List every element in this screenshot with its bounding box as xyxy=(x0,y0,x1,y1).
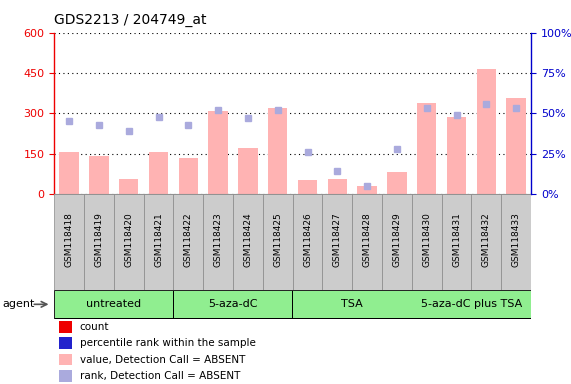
Text: 5-aza-dC plus TSA: 5-aza-dC plus TSA xyxy=(421,299,522,309)
Bar xyxy=(292,194,323,290)
Text: GSM118421: GSM118421 xyxy=(154,213,163,267)
Text: rank, Detection Call = ABSENT: rank, Detection Call = ABSENT xyxy=(79,371,240,381)
Bar xyxy=(472,194,501,290)
Bar xyxy=(59,152,79,194)
Text: count: count xyxy=(79,322,109,332)
Text: GSM118423: GSM118423 xyxy=(214,213,223,267)
Bar xyxy=(89,156,108,194)
Bar xyxy=(412,194,441,290)
Text: GSM118426: GSM118426 xyxy=(303,213,312,267)
Bar xyxy=(114,194,144,290)
Bar xyxy=(233,194,263,290)
Text: GSM118425: GSM118425 xyxy=(274,213,282,267)
Text: GSM118432: GSM118432 xyxy=(482,213,491,267)
Bar xyxy=(441,194,472,290)
Text: GSM118422: GSM118422 xyxy=(184,213,193,267)
Text: GSM118428: GSM118428 xyxy=(363,213,372,267)
Text: percentile rank within the sample: percentile rank within the sample xyxy=(79,338,255,348)
Text: GSM118427: GSM118427 xyxy=(333,213,342,267)
Bar xyxy=(59,370,73,382)
Bar xyxy=(208,111,228,194)
Bar xyxy=(263,194,292,290)
Bar xyxy=(506,98,526,194)
Bar xyxy=(293,291,412,318)
Text: GSM118431: GSM118431 xyxy=(452,213,461,267)
Bar xyxy=(298,180,317,194)
Text: GSM118424: GSM118424 xyxy=(243,213,252,267)
Bar xyxy=(179,158,198,194)
Text: TSA: TSA xyxy=(341,299,363,309)
Bar xyxy=(328,179,347,194)
Bar xyxy=(382,194,412,290)
Text: GDS2213 / 204749_at: GDS2213 / 204749_at xyxy=(54,13,207,27)
Bar xyxy=(447,118,466,194)
Bar xyxy=(387,172,407,194)
Bar xyxy=(238,148,258,194)
Text: value, Detection Call = ABSENT: value, Detection Call = ABSENT xyxy=(79,354,245,364)
Bar xyxy=(119,179,138,194)
Bar xyxy=(501,194,531,290)
Text: agent: agent xyxy=(3,299,35,310)
Bar xyxy=(477,69,496,194)
Bar xyxy=(54,194,84,290)
Bar xyxy=(144,194,174,290)
Bar xyxy=(357,186,377,194)
Bar xyxy=(412,291,530,318)
Bar xyxy=(417,103,436,194)
Text: GSM118418: GSM118418 xyxy=(65,213,74,267)
Text: GSM118433: GSM118433 xyxy=(512,213,521,267)
Bar xyxy=(149,152,168,194)
Bar xyxy=(55,291,173,318)
Bar xyxy=(174,194,203,290)
Bar xyxy=(268,108,287,194)
Text: 5-aza-dC: 5-aza-dC xyxy=(208,299,258,309)
Text: GSM118420: GSM118420 xyxy=(124,213,133,267)
Text: GSM118429: GSM118429 xyxy=(392,213,401,267)
Bar xyxy=(84,194,114,290)
Text: GSM118419: GSM118419 xyxy=(94,213,103,267)
Text: untreated: untreated xyxy=(86,299,142,309)
Bar xyxy=(352,194,382,290)
Text: GSM118430: GSM118430 xyxy=(422,213,431,267)
Bar xyxy=(323,194,352,290)
Bar xyxy=(59,354,73,366)
Bar xyxy=(203,194,233,290)
Bar xyxy=(174,291,292,318)
Bar xyxy=(59,337,73,349)
Bar xyxy=(59,321,73,333)
